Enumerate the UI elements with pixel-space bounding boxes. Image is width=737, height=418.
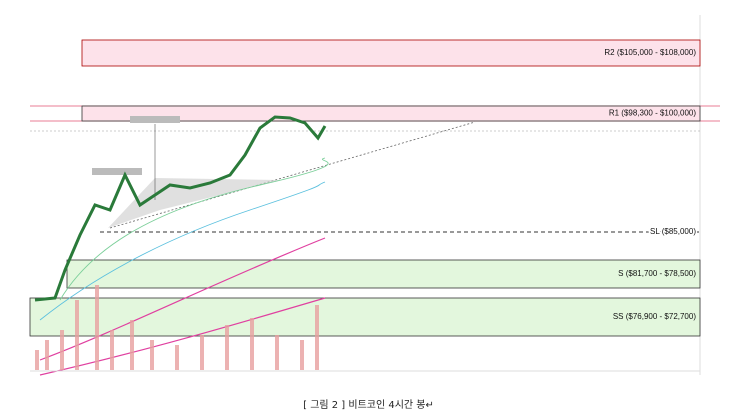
caption: [ 그림 2 ] 비트코인 4시간 봉↵ — [303, 400, 434, 411]
note-box — [92, 168, 142, 175]
moving-average — [59, 157, 329, 301]
zone-label: S ($81,700 - $78,500) — [618, 269, 696, 278]
moving-average — [39, 237, 326, 361]
note-box — [130, 116, 180, 123]
moving-average — [39, 181, 326, 321]
zone-r2 — [81, 39, 701, 67]
chart-image: R2 ($105,000 - $108,000) R1 ($98,300 - $… — [29, 15, 720, 376]
volume-bars — [35, 285, 319, 370]
zone-label: R1 ($98,300 - $100,000) — [609, 109, 697, 118]
zone-r1 — [81, 105, 701, 122]
zone-s — [66, 259, 701, 289]
zone-label: SL ($85,000) — [650, 227, 696, 236]
moving-average — [39, 297, 326, 376]
trendline — [109, 121, 476, 229]
zone-label: R2 ($105,000 - $108,000) — [604, 48, 696, 57]
zone-label: SS ($76,900 - $72,700) — [613, 312, 697, 321]
price-candles — [34, 115, 327, 302]
